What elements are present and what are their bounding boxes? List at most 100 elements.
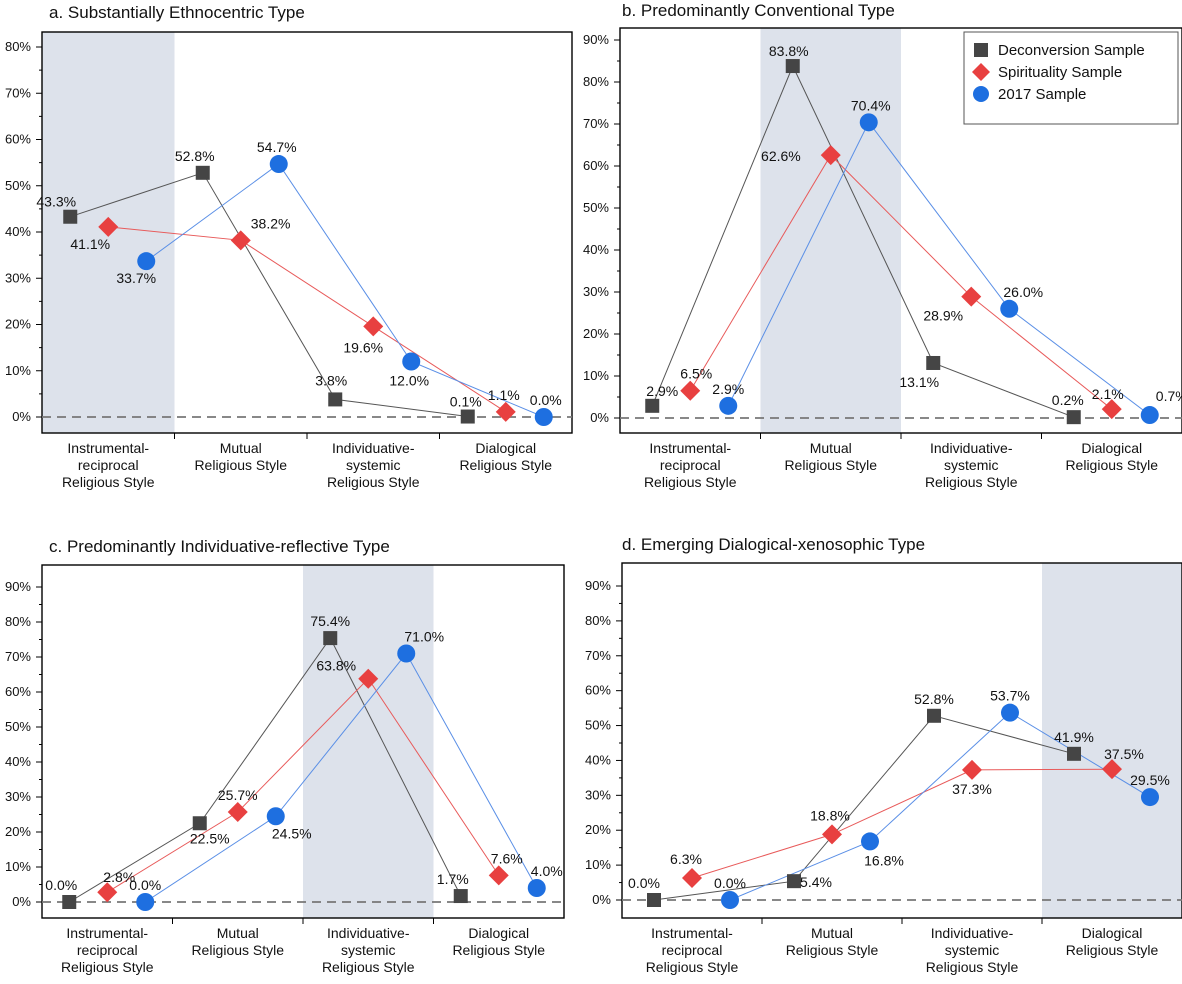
data-label: 53.7% <box>990 688 1030 704</box>
x-category-label: Dialogical Religious Style <box>459 440 552 473</box>
x-category-label: Dialogical Religious Style <box>1066 925 1159 958</box>
highlight-band <box>760 28 901 433</box>
y-tick-label: 80% <box>5 614 31 629</box>
data-label: 38.2% <box>251 215 291 231</box>
data-label: 54.7% <box>257 139 297 155</box>
legend-diamond-icon <box>972 63 990 81</box>
data-point-diamond <box>363 316 384 337</box>
data-label: 18.8% <box>810 807 850 823</box>
data-point-square <box>63 209 78 224</box>
y-tick-label: 20% <box>583 326 609 341</box>
data-point-circle <box>1140 406 1159 425</box>
y-tick-label: 30% <box>5 789 31 804</box>
data-label: 71.0% <box>404 629 444 645</box>
data-point-circle <box>1000 299 1019 318</box>
x-category-label: Mutual Religious Style <box>194 440 287 473</box>
data-point-square <box>453 889 468 904</box>
data-label: 7.6% <box>491 850 523 866</box>
y-tick-label: 10% <box>5 363 31 378</box>
legend-box <box>963 31 1179 125</box>
y-tick-label: 30% <box>5 270 31 285</box>
data-point-square <box>195 165 210 180</box>
series-line-0 <box>651 64 1074 418</box>
data-point-circle <box>859 113 878 132</box>
data-label: 41.1% <box>70 236 110 252</box>
x-category-label: Dialogical Religious Style <box>452 925 545 958</box>
data-point-diamond <box>98 216 119 237</box>
data-label: 63.8% <box>316 658 356 674</box>
y-tick-label: 20% <box>5 317 31 332</box>
y-tick-label: 60% <box>585 683 611 698</box>
data-label: 0.0% <box>714 875 746 891</box>
data-label: 52.8% <box>914 691 954 707</box>
y-tick-label: 40% <box>5 224 31 239</box>
data-point-square <box>926 355 941 370</box>
legend-label: Deconversion Sample <box>998 42 1145 59</box>
data-point-square <box>1067 746 1081 761</box>
x-category-label: Individuative-systemic Religious Style <box>926 925 1019 975</box>
data-point-square <box>62 895 77 909</box>
data-point-circle <box>269 155 288 174</box>
data-point-diamond <box>358 668 379 689</box>
data-point-diamond <box>227 802 248 823</box>
data-point-diamond <box>1102 759 1122 780</box>
data-label: 2.1% <box>1092 386 1124 402</box>
y-tick-label: 50% <box>583 200 609 215</box>
y-tick-label: 80% <box>583 74 609 89</box>
legend-label: 2017 Sample <box>998 86 1086 103</box>
data-point-square <box>1066 410 1081 425</box>
y-tick-label: 50% <box>5 178 31 193</box>
data-label: 0.0% <box>530 392 562 408</box>
series-line-1 <box>689 154 1113 410</box>
y-tick-label: 0% <box>590 410 609 425</box>
x-category-label: Mutual Religious Style <box>786 925 879 958</box>
y-tick-label: 70% <box>5 85 31 100</box>
x-category-label: Mutual Religious Style <box>784 440 877 473</box>
data-label: 22.5% <box>190 830 230 846</box>
data-label: 0.0% <box>45 877 77 893</box>
data-point-circle <box>402 352 421 371</box>
data-point-square <box>785 59 800 74</box>
y-tick-label: 20% <box>585 822 611 837</box>
data-point-diamond <box>962 759 982 780</box>
chart-panel-a: a. Substantially Ethnocentric Type 0% 10% 2… <box>5 3 573 490</box>
data-point-diamond <box>820 145 841 166</box>
y-tick-label: 70% <box>5 649 31 664</box>
data-label: 4.0% <box>531 863 563 879</box>
data-label: 28.9% <box>923 308 963 324</box>
data-label: 62.6% <box>761 148 801 164</box>
y-tick-label: 10% <box>583 368 609 383</box>
data-point-square <box>927 708 941 723</box>
data-point-circle <box>719 396 738 415</box>
data-point-square <box>787 874 801 889</box>
y-tick-label: 10% <box>585 857 611 872</box>
data-label: 37.5% <box>1104 746 1144 762</box>
y-tick-label: 10% <box>5 859 31 874</box>
y-tick-label: 90% <box>583 32 609 47</box>
y-tick-label: 60% <box>5 132 31 147</box>
data-point-diamond <box>488 865 509 886</box>
series-line-2 <box>146 163 544 418</box>
y-tick-label: 40% <box>583 242 609 257</box>
chart-title: a. Substantially Ethnocentric Type <box>49 3 305 22</box>
legend-square-icon <box>974 43 988 57</box>
data-point-circle <box>861 832 879 851</box>
chart-title: b. Predominantly Conventional Type <box>622 1 895 20</box>
y-tick-label: 20% <box>5 824 31 839</box>
y-tick-label: 60% <box>5 684 31 699</box>
data-point-circle <box>534 408 553 426</box>
data-point-square <box>647 893 661 907</box>
data-label: 75.4% <box>310 613 350 629</box>
data-point-diamond <box>230 230 251 251</box>
data-point-circle <box>266 807 285 826</box>
y-tick-label: 60% <box>583 158 609 173</box>
y-tick-label: 30% <box>585 787 611 802</box>
x-category-label: Individuative-systemic Religious Style <box>322 925 415 975</box>
data-point-circle <box>136 893 155 911</box>
series-line-1 <box>107 677 500 893</box>
series-line-2 <box>145 652 538 903</box>
legend-label: Spirituality Sample <box>998 64 1122 81</box>
data-label: 16.8% <box>864 852 904 868</box>
data-label: 0.0% <box>628 875 660 891</box>
